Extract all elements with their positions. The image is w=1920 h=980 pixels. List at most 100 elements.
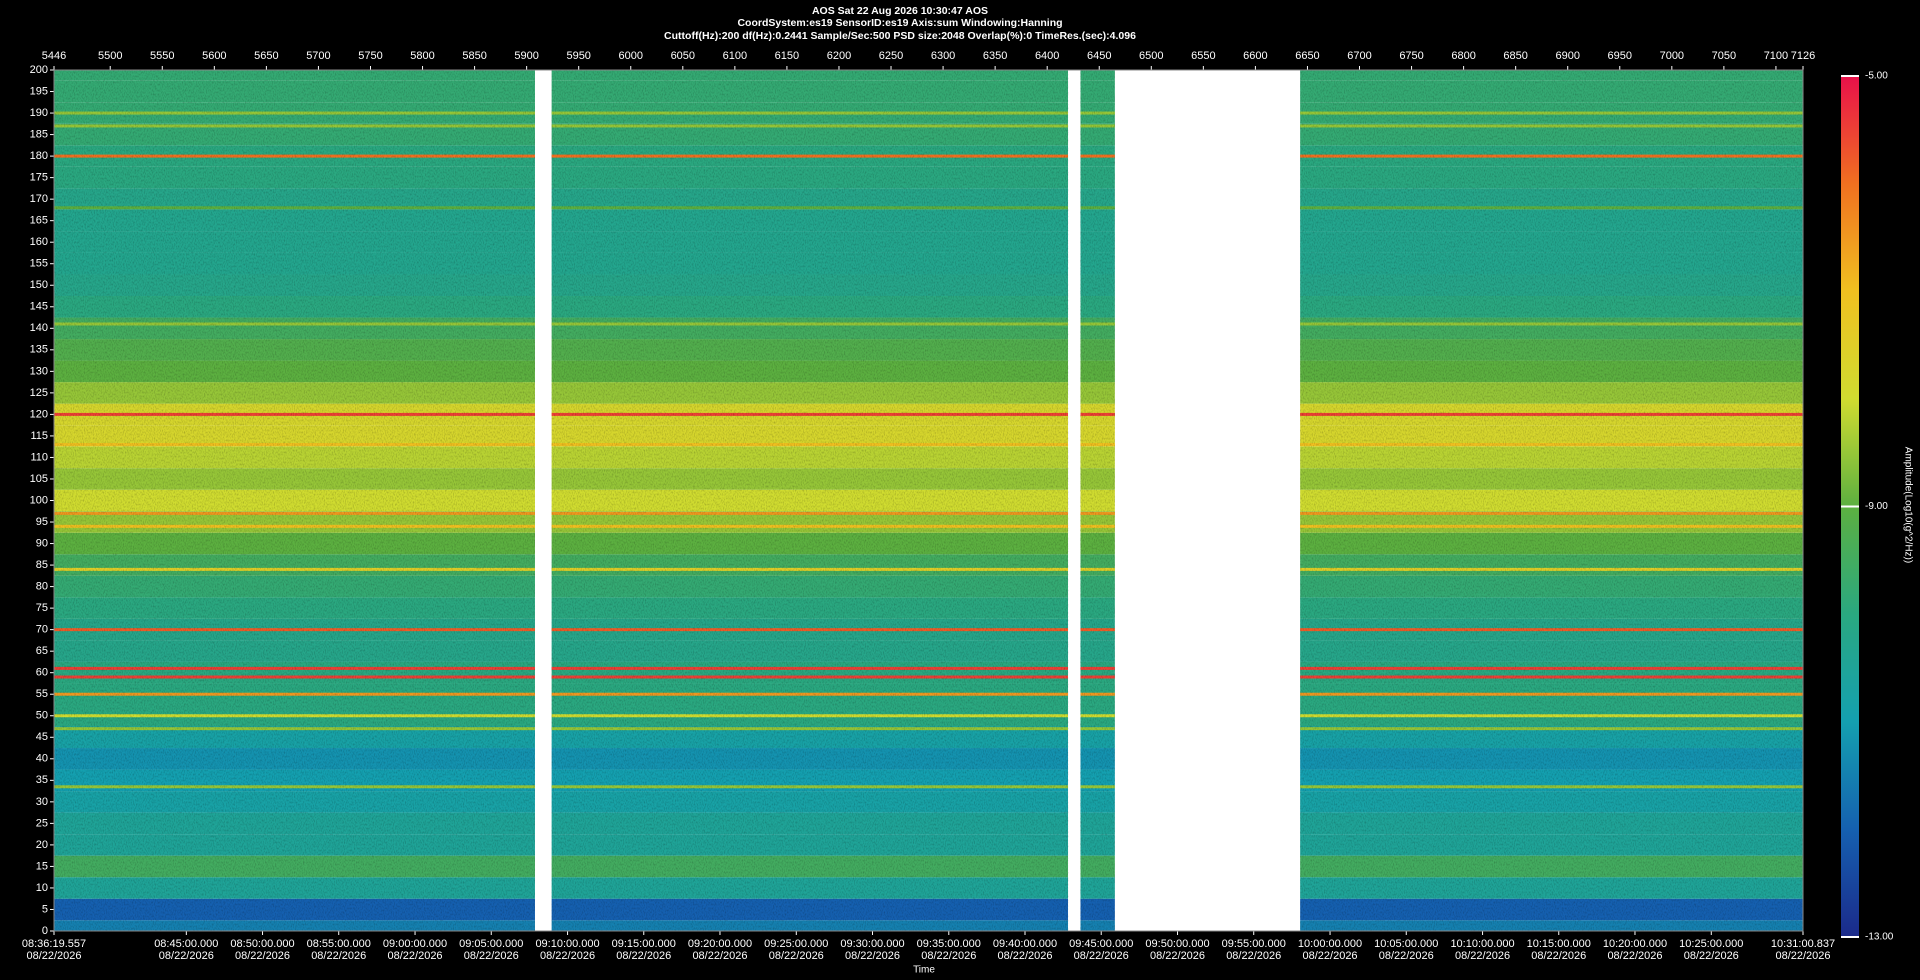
x-tick-label: 10:31:00.837 [1771, 938, 1835, 950]
y-tick-label: 25 [36, 817, 48, 829]
y-tick-label: 15 [36, 860, 48, 872]
x-tick-date: 08/22/2026 [311, 950, 366, 962]
x2-tick-label: 6400 [1035, 50, 1059, 62]
x-tick-date: 08/22/2026 [616, 950, 671, 962]
y-tick-label: 80 [36, 581, 48, 593]
x-tick-label: 09:15:00.000 [612, 938, 676, 950]
y-tick-label: 140 [30, 322, 48, 334]
x-tick-date: 08/22/2026 [1074, 950, 1129, 962]
y-tick-label: 90 [36, 537, 48, 549]
y-tick-label: 70 [36, 624, 48, 636]
x-tick-label: 10:05:00.000 [1374, 938, 1438, 950]
y-tick-label: 115 [30, 430, 48, 442]
y-tick-label: 120 [30, 408, 48, 420]
chart-info: Cuttoff(Hz):200 df(Hz):0.2441 Sample/Sec… [664, 30, 1136, 42]
y-tick-label: 200 [30, 64, 48, 76]
y-tick-label: 190 [30, 107, 48, 119]
y-tick-label: 95 [36, 516, 48, 528]
x-tick-date: 08/22/2026 [235, 950, 290, 962]
x-tick-label: 09:50:00.000 [1145, 938, 1209, 950]
y-tick-label: 180 [30, 150, 48, 162]
x2-tick-label: 5850 [462, 50, 486, 62]
y-tick-label: 85 [36, 559, 48, 571]
x2-tick-label: 6850 [1503, 50, 1527, 62]
x2-tick-label: 7126 [1791, 50, 1815, 62]
x2-tick-label: 7100 [1764, 50, 1788, 62]
x2-tick-label: 5550 [150, 50, 174, 62]
y-tick-label: 50 [36, 710, 48, 722]
x-tick-date: 08/22/2026 [1379, 950, 1434, 962]
noise-texture [551, 70, 1069, 931]
noise-texture [1300, 70, 1803, 931]
x-tick-date: 08/22/2026 [1531, 950, 1586, 962]
chart-title: AOS Sat 22 Aug 2026 10:30:47 AOS [812, 5, 988, 17]
x-tick-date: 08/22/2026 [540, 950, 595, 962]
x2-tick-label: 6900 [1555, 50, 1579, 62]
x2-tick-label: 6650 [1295, 50, 1319, 62]
x-tick-date: 08/22/2026 [388, 950, 443, 962]
x2-tick-label: 6550 [1191, 50, 1215, 62]
x-tick-label: 09:30:00.000 [840, 938, 904, 950]
x-tick-label: 08:45:00.000 [154, 938, 218, 950]
x-tick-date: 08/22/2026 [1150, 950, 1205, 962]
x-tick-label: 10:25:00.000 [1679, 938, 1743, 950]
x-tick-label: 08:50:00.000 [230, 938, 294, 950]
y-tick-label: 65 [36, 645, 48, 657]
x-tick-date: 08/22/2026 [1684, 950, 1739, 962]
x2-tick-label: 7000 [1660, 50, 1684, 62]
y-tick-label: 185 [30, 128, 48, 140]
x-tick-label: 09:25:00.000 [764, 938, 828, 950]
x2-tick-label: 6300 [931, 50, 955, 62]
noise-texture [54, 70, 535, 931]
y-tick-label: 150 [30, 279, 48, 291]
y-tick-label: 30 [36, 796, 48, 808]
y-tick-label: 125 [30, 387, 48, 399]
y-tick-label: 20 [36, 839, 48, 851]
x-tick-label: 08:55:00.000 [307, 938, 371, 950]
x2-tick-label: 6600 [1243, 50, 1267, 62]
x-tick-date: 08/22/2026 [769, 950, 824, 962]
x2-tick-label: 6050 [671, 50, 695, 62]
x-tick-date: 08/22/2026 [1607, 950, 1662, 962]
y-tick-label: 55 [36, 688, 48, 700]
x-tick-label: 09:55:00.000 [1222, 938, 1286, 950]
x2-tick-label: 6450 [1087, 50, 1111, 62]
x2-tick-label: 6950 [1608, 50, 1632, 62]
x2-tick-label: 6200 [827, 50, 851, 62]
x-tick-date: 08/22/2026 [1775, 950, 1830, 962]
x-tick-label: 08:36:19.557 [22, 938, 86, 950]
y-tick-label: 45 [36, 731, 48, 743]
y-tick-label: 170 [30, 193, 48, 205]
x2-tick-label: 6000 [619, 50, 643, 62]
y-tick-label: 5 [42, 903, 48, 915]
x2-tick-label: 6150 [775, 50, 799, 62]
y-tick-label: 105 [30, 473, 48, 485]
x-tick-label: 09:20:00.000 [688, 938, 752, 950]
x-tick-label: 10:15:00.000 [1527, 938, 1591, 950]
x-tick-label: 09:40:00.000 [993, 938, 1057, 950]
y-tick-label: 110 [30, 451, 48, 463]
colorbar-label: Amplitude(Log10(g^2/Hz)) [1902, 447, 1913, 563]
y-tick-label: 175 [30, 172, 48, 184]
x2-tick-label: 6700 [1347, 50, 1371, 62]
x-tick-label: 09:05:00.000 [459, 938, 523, 950]
x2-tick-label: 6500 [1139, 50, 1163, 62]
colorbar-tick-label: -9.00 [1865, 501, 1888, 512]
x2-tick-label: 5900 [514, 50, 538, 62]
x-tick-label: 10:10:00.000 [1450, 938, 1514, 950]
y-tick-label: 160 [30, 236, 48, 248]
x2-tick-label: 5600 [202, 50, 226, 62]
x-tick-date: 08/22/2026 [26, 950, 81, 962]
plot-frame [53, 69, 1804, 932]
x-tick-date: 08/22/2026 [845, 950, 900, 962]
x-tick-date: 08/22/2026 [997, 950, 1052, 962]
x-tick-date: 08/22/2026 [1226, 950, 1281, 962]
x2-tick-label: 6800 [1451, 50, 1475, 62]
x-tick-label: 09:10:00.000 [535, 938, 599, 950]
x2-tick-label: 6100 [723, 50, 747, 62]
y-tick-label: 155 [30, 258, 48, 270]
y-tick-label: 145 [30, 301, 48, 313]
x-tick-date: 08/22/2026 [1303, 950, 1358, 962]
x2-tick-label: 5446 [42, 50, 66, 62]
y-tick-label: 195 [30, 85, 48, 97]
